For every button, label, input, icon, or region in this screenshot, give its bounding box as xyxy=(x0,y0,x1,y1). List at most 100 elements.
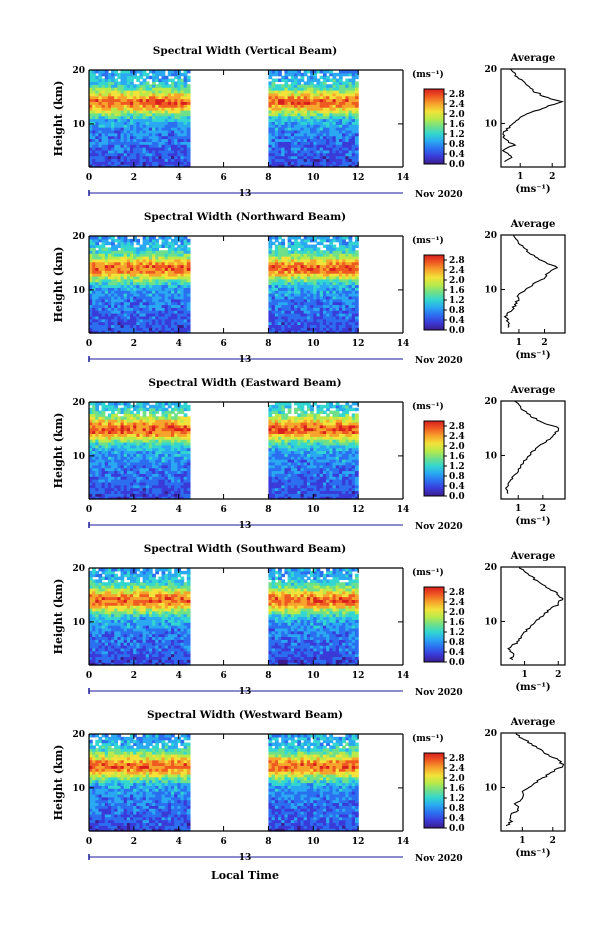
heatmap-cell xyxy=(322,75,327,80)
heatmap-cell xyxy=(101,484,106,489)
heatmap-cell xyxy=(290,124,295,128)
heatmap-cell xyxy=(145,419,150,423)
heatmap-cell xyxy=(155,84,159,88)
heatmap-cell xyxy=(155,127,159,131)
heatmap-cell xyxy=(126,290,131,294)
heatmap-cell xyxy=(174,275,178,280)
heatmap-cell xyxy=(186,490,191,494)
heatmap-cell xyxy=(164,75,169,80)
heatmap-cell xyxy=(167,287,172,291)
heatmap-cell xyxy=(101,155,106,160)
heatmap-cell xyxy=(139,470,144,474)
heatmap-cell xyxy=(133,275,137,280)
heatmap-cell xyxy=(107,98,112,102)
heatmap-cell xyxy=(306,124,311,128)
heatmap-cell xyxy=(271,104,276,108)
heatmap-cell xyxy=(271,109,276,114)
heatmap-cell xyxy=(111,127,115,131)
heatmap-cell xyxy=(332,147,337,151)
heatmap-cell xyxy=(294,275,298,280)
heatmap-cell xyxy=(145,236,150,240)
heatmap-cell xyxy=(161,419,166,423)
heatmap-cell xyxy=(345,87,350,91)
heatmap-cell xyxy=(161,290,166,294)
heatmap-cell xyxy=(351,315,356,320)
heatmap-cell xyxy=(345,127,350,131)
heatmap-cell xyxy=(171,293,175,297)
heatmap-cell xyxy=(335,318,340,323)
heatmap-cell xyxy=(287,72,292,77)
heatmap-cell xyxy=(171,496,175,500)
heatmap-cell xyxy=(158,253,163,257)
heatmap-cell xyxy=(98,304,103,308)
heatmap-cell xyxy=(297,107,302,111)
heatmap-cell xyxy=(177,95,182,100)
heatmap-cell xyxy=(117,318,122,323)
heatmap-cell xyxy=(145,318,150,323)
heatmap-cell xyxy=(164,253,169,257)
heatmap-cell xyxy=(177,104,182,108)
heatmap-cell xyxy=(114,287,118,291)
heatmap-cell xyxy=(158,479,163,483)
heatmap-cell xyxy=(171,144,175,148)
heatmap-cell xyxy=(290,247,295,251)
heatmap-cell xyxy=(297,124,302,128)
heatmap-cell xyxy=(107,419,112,423)
heatmap-cell xyxy=(354,284,359,288)
heatmap-cell xyxy=(180,487,185,492)
heatmap-cell xyxy=(95,419,100,423)
heatmap-cell xyxy=(177,281,182,286)
heatmap-cell xyxy=(139,324,144,328)
heatmap-cell xyxy=(104,493,109,497)
heatmap-cell xyxy=(167,236,172,240)
heatmap-cell xyxy=(335,267,340,271)
heatmap-cell xyxy=(130,101,134,105)
heatmap-cell xyxy=(167,70,172,74)
heatmap-cell xyxy=(297,141,302,145)
heatmap-cell xyxy=(345,313,350,317)
heatmap-cell xyxy=(354,238,359,243)
heatmap-cell xyxy=(171,253,175,257)
heatmap-cell xyxy=(186,430,191,434)
heatmap-cell xyxy=(136,129,141,134)
heatmap-cell xyxy=(130,92,134,97)
heatmap-cell xyxy=(284,84,289,88)
heatmap-cell xyxy=(326,238,330,243)
heatmap-cell xyxy=(158,287,163,291)
heatmap-cell xyxy=(158,107,163,111)
heatmap-cell xyxy=(316,284,321,288)
heatmap-cell xyxy=(348,78,353,83)
x-tick-label: 12 xyxy=(352,339,365,349)
heatmap-cell xyxy=(335,295,340,300)
heatmap-cell xyxy=(310,124,314,128)
heatmap-cell xyxy=(152,330,156,334)
heatmap-cell xyxy=(351,264,356,268)
heatmap-cell xyxy=(89,101,93,105)
heatmap-cell xyxy=(117,444,122,449)
heatmap-cell xyxy=(104,441,109,446)
heatmap-cell xyxy=(136,273,141,277)
heatmap-cell xyxy=(142,144,147,148)
heatmap-cell xyxy=(310,315,314,320)
heatmap-cell xyxy=(306,121,311,125)
heatmap-cell xyxy=(111,89,115,94)
heatmap-cell xyxy=(271,81,276,85)
heatmap-cell xyxy=(322,104,327,108)
heatmap-cell xyxy=(148,129,153,134)
x-tick-label: 4 xyxy=(176,339,182,349)
heatmap-cell xyxy=(164,115,169,120)
heatmap-cell xyxy=(111,152,115,157)
heatmap-cell xyxy=(278,70,282,74)
heatmap-cell xyxy=(120,255,125,260)
heatmap-cell xyxy=(348,298,353,303)
heatmap-cell xyxy=(319,135,324,140)
heatmap-cell xyxy=(268,270,273,274)
heatmap-cell xyxy=(171,304,175,308)
heatmap-cell xyxy=(164,78,169,83)
heatmap-cell xyxy=(348,258,353,263)
average-frame xyxy=(500,234,566,334)
heatmap-cell xyxy=(101,481,106,486)
heatmap-cell xyxy=(114,129,118,134)
heatmap-cell xyxy=(271,307,276,311)
heatmap-cell xyxy=(164,121,169,125)
